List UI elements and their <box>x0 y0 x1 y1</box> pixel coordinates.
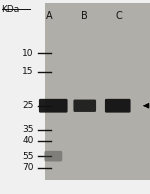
Text: KDa: KDa <box>2 5 20 14</box>
Text: C: C <box>115 11 122 21</box>
Bar <box>45 3 150 180</box>
FancyBboxPatch shape <box>39 99 68 113</box>
FancyBboxPatch shape <box>44 151 62 161</box>
Text: 55: 55 <box>22 152 34 161</box>
Text: 25: 25 <box>22 101 34 110</box>
Text: 35: 35 <box>22 126 34 134</box>
Text: 70: 70 <box>22 163 34 172</box>
Text: B: B <box>81 11 87 21</box>
Text: 40: 40 <box>22 136 34 145</box>
FancyBboxPatch shape <box>105 99 131 113</box>
FancyBboxPatch shape <box>74 100 96 112</box>
Text: 10: 10 <box>22 49 34 58</box>
Text: 15: 15 <box>22 67 34 76</box>
Text: A: A <box>46 11 53 21</box>
